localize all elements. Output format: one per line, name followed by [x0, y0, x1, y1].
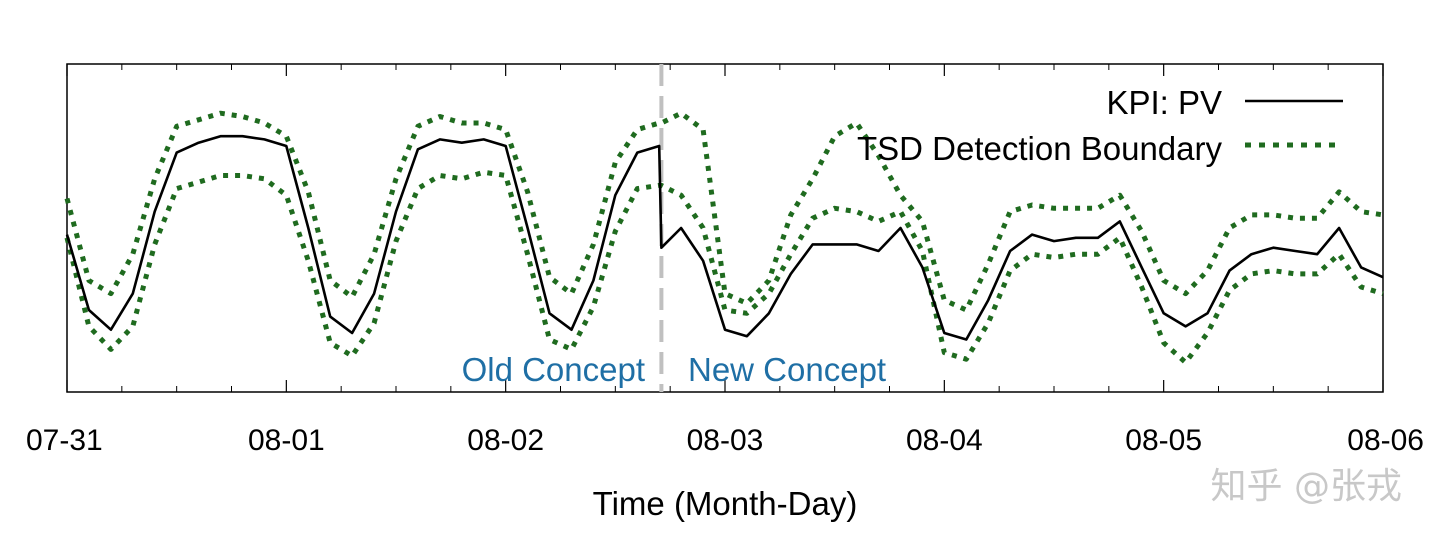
legend-label-tsd: TSD Detection Boundary [857, 130, 1223, 167]
series-kpi-pv-line [65, 134, 1384, 341]
x-tick-label: 08-04 [906, 424, 983, 457]
minor-ticks [121, 64, 1329, 392]
series-layer [64, 110, 1384, 365]
major-ticks [66, 64, 1384, 392]
x-tick-label: 08-01 [248, 424, 325, 457]
x-tick-labels: 07-31 08-01 08-02 08-03 08-04 08-05 08-06 [26, 424, 1424, 457]
watermark: 知乎 @张戎 [1211, 466, 1402, 507]
new-concept-label: New Concept [688, 351, 886, 388]
x-tick-label: 07-31 [26, 424, 103, 457]
series-tsd-upper-boundary [64, 110, 1384, 313]
x-tick-label: 08-03 [687, 424, 764, 457]
old-concept-label: Old Concept [462, 351, 645, 388]
series-tsd-lower-boundary [64, 169, 1384, 365]
legend-label-kpi: KPI: PV [1106, 84, 1222, 121]
x-tick-label: 08-06 [1347, 424, 1424, 457]
x-axis-title: Time (Month-Day) [593, 485, 858, 522]
x-tick-label: 08-05 [1125, 424, 1202, 457]
x-tick-label: 08-02 [467, 424, 544, 457]
legend: KPI: PV TSD Detection Boundary [857, 84, 1343, 167]
